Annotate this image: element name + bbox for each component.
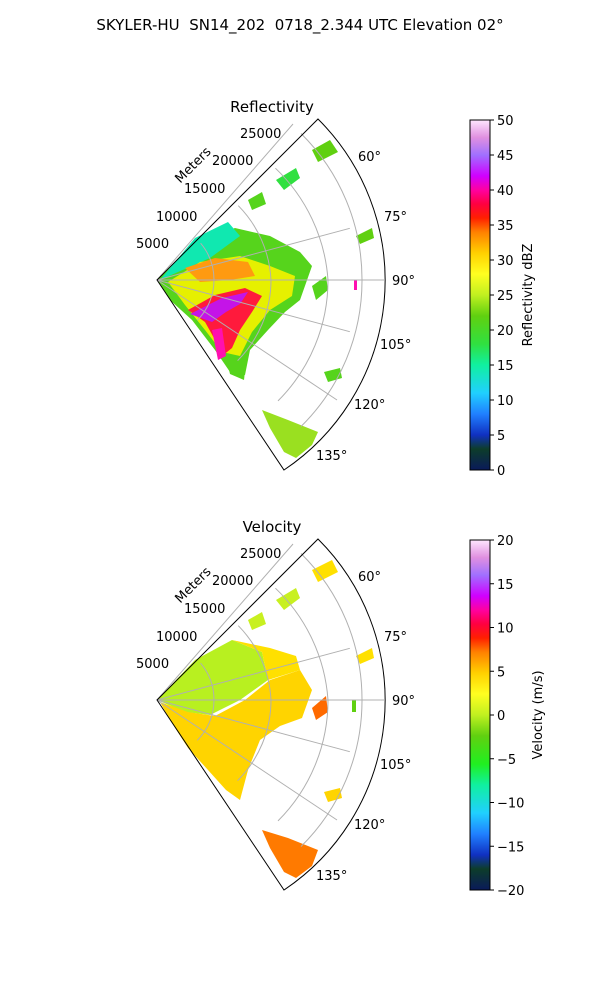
colorbar-tick-label: 30 — [497, 254, 514, 269]
reflectivity-angle-105: 105° — [380, 338, 411, 353]
colorbar-tick-label: 5 — [497, 665, 505, 680]
velocity-angle-90: 90° — [392, 694, 415, 709]
vel-e-1 — [312, 696, 328, 720]
velocity-rtick-5000: 5000 — [136, 657, 169, 672]
reflectivity-rtick-5000: 5000 — [136, 237, 169, 252]
echo-e-3 — [356, 228, 374, 244]
velocity-rtick-15000: 15000 — [184, 602, 225, 617]
velocity-title: Velocity — [243, 518, 302, 536]
colorbar-tick-label: 10 — [497, 622, 514, 637]
velocity-angle-105: 105° — [380, 758, 411, 773]
reflectivity-axes-frame — [156, 118, 386, 471]
reflectivity-rtick-15000: 15000 — [184, 182, 225, 197]
echo-e-1 — [312, 276, 328, 300]
reflectivity-echoes — [157, 119, 386, 470]
reflectivity-rtick-20000: 20000 — [212, 154, 253, 169]
colorbar-tick-label: 15 — [497, 359, 514, 374]
velocity-angle-120: 120° — [354, 818, 385, 833]
colorbar-tick-label: 25 — [497, 289, 514, 304]
echo-ne-1 — [276, 168, 300, 190]
colorbar-tick-label: −5 — [497, 753, 516, 768]
vel-green-inner — [157, 640, 268, 715]
velocity-rtick-10000: 10000 — [156, 630, 197, 645]
echo-magenta-streak — [212, 328, 226, 360]
velocity-colorbar-ticks: −20 −15 −10 −5 0 5 10 15 20 — [490, 534, 524, 899]
vel-ne-2 — [312, 560, 338, 582]
reflectivity-colorbar — [469, 119, 491, 471]
velocity-rtick-20000: 20000 — [212, 574, 253, 589]
reflectivity-radial-label: Meters — [173, 144, 215, 186]
vel-ne-1 — [276, 588, 300, 610]
velocity-axes-frame — [156, 538, 386, 891]
reflectivity-angle-60: 60° — [358, 150, 381, 165]
figure-title: SKYLER-HU SN14_202 0718_2.344 UTC Elevat… — [96, 16, 504, 34]
reflectivity-angle-135: 135° — [316, 449, 347, 464]
velocity-grid — [156, 543, 384, 847]
velocity-panel: Velocity — [136, 518, 546, 899]
colorbar-tick-label: 0 — [497, 709, 505, 724]
vel-yellow-main — [160, 670, 312, 800]
reflectivity-colorbar-ticks: 0 5 10 15 20 25 30 35 40 45 50 — [490, 114, 514, 479]
colorbar-tick-label: 45 — [497, 149, 514, 164]
colorbar-tick-label: −20 — [497, 884, 524, 899]
colorbar-tick-label: 50 — [497, 114, 514, 129]
vel-ne-3 — [248, 612, 266, 630]
echo-s-1 — [226, 358, 246, 380]
velocity-radial-label: Meters — [173, 564, 215, 606]
vel-e-2 — [352, 700, 356, 712]
echo-orange — [185, 258, 255, 282]
velocity-echoes — [157, 539, 386, 890]
echo-se-1 — [262, 410, 318, 458]
colorbar-tick-label: 10 — [497, 394, 514, 409]
echo-cyan-fringe — [160, 222, 240, 280]
reflectivity-angle-75: 75° — [384, 210, 407, 225]
reflectivity-rtick-25000: 25000 — [240, 127, 281, 142]
echo-ne-3 — [248, 192, 266, 210]
colorbar-tick-label: 5 — [497, 429, 505, 444]
colorbar-tick-label: 0 — [497, 464, 505, 479]
velocity-angle-75: 75° — [384, 630, 407, 645]
vel-yellow-upper — [232, 640, 300, 680]
colorbar-tick-label: −10 — [497, 797, 524, 812]
echo-red-core — [188, 288, 262, 356]
colorbar-tick-label: 15 — [497, 578, 514, 593]
echo-e-2 — [354, 280, 357, 290]
colorbar-tick-label: 40 — [497, 184, 514, 199]
vel-se-1 — [262, 830, 318, 878]
velocity-colorbar-label: Velocity (m/s) — [531, 670, 546, 759]
colorbar-tick-label: −15 — [497, 840, 524, 855]
reflectivity-grid — [156, 123, 384, 427]
reflectivity-title: Reflectivity — [230, 98, 314, 116]
reflectivity-angle-90: 90° — [392, 274, 415, 289]
velocity-angle-135: 135° — [316, 869, 347, 884]
velocity-rtick-25000: 25000 — [240, 547, 281, 562]
velocity-angle-60: 60° — [358, 570, 381, 585]
colorbar-tick-label: 35 — [497, 219, 514, 234]
reflectivity-rtick-10000: 10000 — [156, 210, 197, 225]
velocity-colorbar — [469, 539, 491, 891]
colorbar-tick-label: 20 — [497, 324, 514, 339]
reflectivity-angle-120: 120° — [354, 398, 385, 413]
vel-e-3 — [356, 648, 374, 664]
reflectivity-colorbar-label: Reflectivity dBZ — [521, 244, 536, 347]
colorbar-tick-label: 20 — [497, 534, 514, 549]
echo-ne-2 — [312, 140, 338, 162]
echo-magenta-core — [190, 292, 248, 322]
reflectivity-panel: Reflectivity — [136, 98, 536, 479]
